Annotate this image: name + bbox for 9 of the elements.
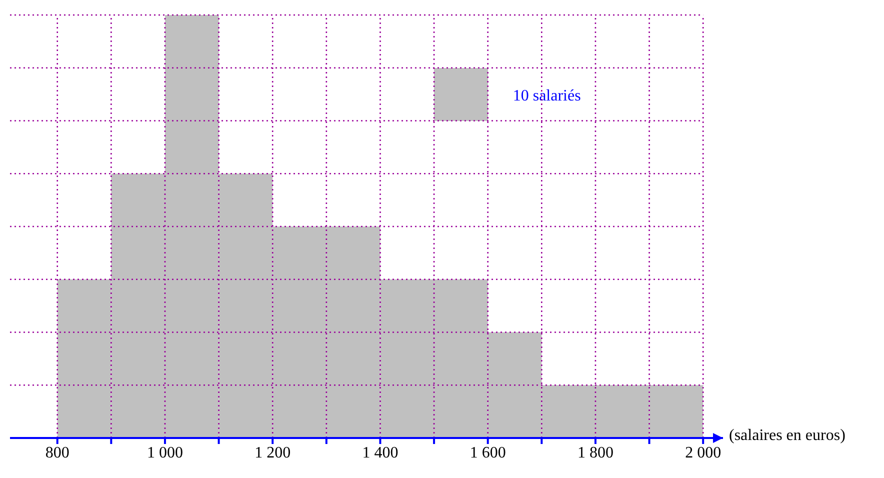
annotation: 10 salariés — [512, 87, 581, 104]
x-tick-label: 1 200 — [254, 444, 291, 462]
x-axis-title: (salaires en euros) — [729, 427, 846, 444]
x-tick-label: 1 600 — [470, 444, 506, 462]
x-tick-label: 1 800 — [577, 444, 614, 462]
x-tick-label: 2 000 — [685, 444, 722, 462]
x-tick-label: 800 — [45, 444, 70, 462]
x-tick-label: 1 000 — [146, 444, 183, 462]
x-tick-label: 1 400 — [362, 444, 398, 462]
